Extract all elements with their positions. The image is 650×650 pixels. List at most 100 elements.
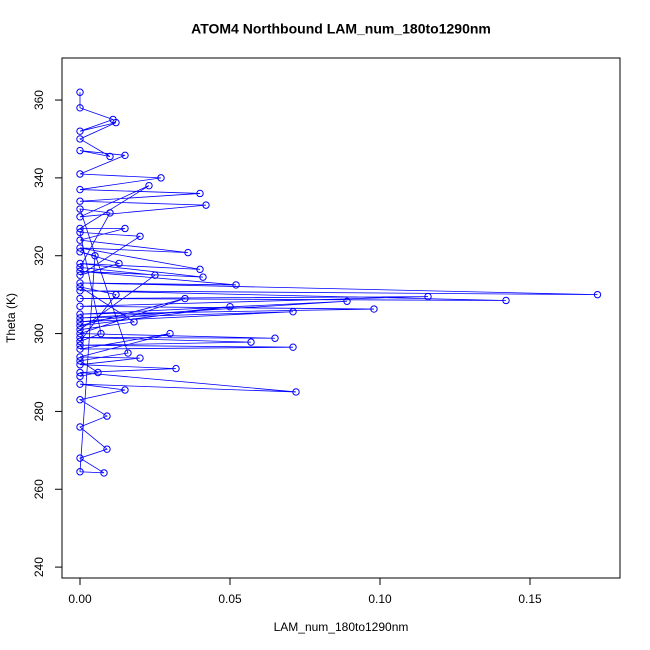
x-tick-label: 0.15 (518, 592, 542, 606)
data-point (103, 445, 111, 453)
y-tick-label: 260 (32, 479, 46, 499)
data-point (76, 361, 84, 369)
data-point (76, 310, 84, 318)
data-point (157, 174, 165, 182)
data-point (289, 308, 297, 316)
data-point (136, 232, 144, 240)
data-point (76, 271, 84, 279)
data-point (124, 349, 132, 357)
data-point (76, 185, 84, 194)
data-point (76, 267, 84, 275)
data-point (76, 263, 84, 272)
data-point (76, 248, 84, 256)
data-point (106, 152, 114, 161)
data-point (76, 302, 84, 311)
data-point (196, 189, 204, 198)
data-point (76, 294, 84, 303)
data-point (502, 296, 510, 305)
x-axis-label: LAM_num_180to1290nm (274, 620, 409, 634)
data-point (76, 259, 84, 268)
data-point (76, 380, 84, 388)
data-point (76, 345, 84, 353)
data-point (121, 151, 129, 160)
x-tick-label: 0.05 (218, 592, 242, 606)
data-point (76, 454, 84, 462)
y-tick-label: 360 (32, 90, 46, 110)
data-point (199, 273, 207, 281)
plot-frame (61, 57, 621, 579)
data-point (145, 181, 153, 190)
data-point (196, 265, 204, 274)
y-tick-label: 340 (32, 168, 46, 188)
data-point (76, 104, 84, 112)
chart-title: ATOM4 Northbound LAM_num_180to1290nm (191, 21, 491, 37)
data-point (76, 333, 84, 342)
data-point (166, 329, 174, 338)
data-point (76, 127, 84, 135)
data-line (78, 92, 598, 474)
data-point (232, 281, 240, 289)
data-point (76, 135, 84, 143)
data-point (115, 259, 123, 268)
y-tick-label: 300 (32, 323, 46, 343)
data-point (112, 118, 120, 127)
data-point (91, 252, 99, 260)
data-point (76, 236, 84, 244)
data-point (76, 372, 84, 381)
data-point (76, 287, 84, 295)
data-point (424, 292, 432, 301)
x-tick-label: 0.00 (68, 592, 92, 606)
data-point (76, 146, 84, 155)
data-point (76, 357, 84, 365)
data-point (76, 170, 84, 178)
data-point (136, 354, 144, 362)
data-point (271, 334, 279, 342)
data-point (76, 228, 84, 237)
data-point (76, 88, 84, 96)
data-point (76, 224, 84, 233)
data-point (289, 343, 297, 351)
data-point (172, 364, 180, 373)
y-axis-label: Theta (K) (4, 293, 18, 343)
data-point (100, 469, 108, 477)
data-point (103, 412, 111, 420)
y-tick-label: 320 (32, 245, 46, 265)
data-point (121, 386, 129, 394)
data-point (112, 290, 120, 299)
data-point (130, 318, 138, 326)
data-point (76, 468, 84, 476)
data-point (76, 205, 84, 213)
data-point (76, 325, 84, 334)
data-point (247, 338, 255, 346)
data-point (76, 197, 84, 205)
data-point (94, 368, 102, 377)
data-point (202, 201, 210, 209)
data-point (76, 322, 84, 330)
data-point (106, 209, 114, 217)
data-point (76, 244, 84, 252)
data-point (151, 271, 159, 279)
data-point (97, 329, 105, 338)
data-point (184, 248, 192, 257)
data-point (292, 388, 300, 396)
data-point (76, 329, 84, 338)
data-point (76, 318, 84, 326)
data-point (370, 305, 378, 313)
data-point (76, 396, 84, 404)
data-point (76, 314, 84, 322)
y-tick-label: 280 (32, 401, 46, 421)
data-point (121, 224, 129, 233)
data-point (76, 283, 84, 291)
y-tick-label: 240 (32, 557, 46, 577)
data-point (76, 353, 84, 361)
data-point (76, 213, 84, 221)
data-point (343, 297, 351, 305)
x-tick-label: 0.10 (368, 592, 392, 606)
data-point (76, 341, 84, 349)
data-point (226, 303, 234, 311)
data-point (76, 368, 84, 377)
data-point (76, 337, 84, 346)
data-point (76, 423, 84, 431)
